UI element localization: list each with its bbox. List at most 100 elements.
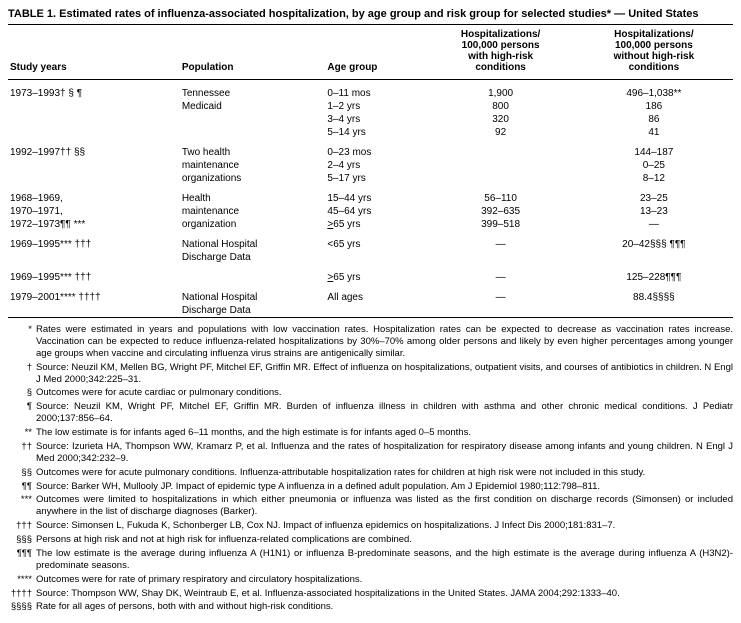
table-cell: 186 (579, 100, 733, 113)
footnote: ¶¶¶The low estimate is the average durin… (8, 548, 733, 572)
footnote-text: The low estimate is the average during i… (36, 548, 733, 572)
table-cell (8, 304, 180, 318)
table-cell (180, 264, 326, 284)
table-cell: 1968–1969, (8, 185, 180, 205)
footnote-text: Source: Thompson WW, Shay DK, Weintraub … (36, 588, 733, 600)
table-cell: 0–23 mos (325, 139, 426, 159)
footnote: ***Outcomes were limited to hospitalizat… (8, 494, 733, 518)
table-cell (8, 251, 180, 264)
table-cell: >65 yrs (325, 218, 426, 231)
table-cell: — (426, 231, 578, 251)
table-row: 1969–1995*** †††>65 yrs—125–228¶¶¶ (8, 264, 733, 284)
footnote-marker: § (8, 387, 36, 399)
footnote-text: Source: Simonsen L, Fukuda K, Schonberge… (36, 520, 733, 532)
footnote-text: Persons at high risk and not at high ris… (36, 534, 733, 546)
table-cell: 13–23 (579, 205, 733, 218)
footnote-text: Outcomes were limited to hospitalization… (36, 494, 733, 518)
header-row: Study years Population Age group Hospita… (8, 25, 733, 80)
table-cell: 1973–1993† § ¶ (8, 80, 180, 101)
footnote-marker: §§§ (8, 534, 36, 546)
table-cell: 1970–1971, (8, 205, 180, 218)
table-title: TABLE 1. Estimated rates of influenza-as… (8, 8, 733, 20)
footnote-text: Source: Neuzil KM, Mellen BG, Wright PF,… (36, 362, 733, 386)
table-cell: Medicaid (180, 100, 326, 113)
table-cell: 15–44 yrs (325, 185, 426, 205)
table-cell: 45–64 yrs (325, 205, 426, 218)
footnote-marker: **** (8, 574, 36, 586)
footnote: ††Source: Izurieta HA, Thompson WW, Kram… (8, 441, 733, 465)
footnote-marker: * (8, 324, 36, 360)
footnote-text: Rate for all ages of persons, both with … (36, 601, 733, 613)
table-cell: 0–11 mos (325, 80, 426, 101)
table-cell: 92 (426, 126, 578, 139)
table-cell (8, 113, 180, 126)
footnote: §Outcomes were for acute cardiac or pulm… (8, 387, 733, 399)
footnote: §§§Persons at high risk and not at high … (8, 534, 733, 546)
table-cell: All ages (325, 284, 426, 304)
table-row: 1973–1993† § ¶Tennessee0–11 mos1,900496–… (8, 80, 733, 101)
footnote-marker: ¶ (8, 401, 36, 425)
table-row: Discharge Data (8, 304, 733, 318)
table-cell (426, 159, 578, 172)
table-cell: Discharge Data (180, 251, 326, 264)
table-cell: 1992–1997†† §§ (8, 139, 180, 159)
footnote-marker: ††† (8, 520, 36, 532)
col-population: Population (180, 25, 326, 80)
footnote-text: Outcomes were for acute pulmonary condit… (36, 467, 733, 479)
table-cell: organizations (180, 172, 326, 185)
table-cell: 320 (426, 113, 578, 126)
table-cell: 41 (579, 126, 733, 139)
footnote-text: Outcomes were for rate of primary respir… (36, 574, 733, 586)
table-cell: 0–25 (579, 159, 733, 172)
table-cell: 1,900 (426, 80, 578, 101)
table-cell: — (579, 218, 733, 231)
footnote: ¶Source: Neuzil KM, Wright PF, Mitchel E… (8, 401, 733, 425)
footnote-marker: §§§§ (8, 601, 36, 613)
table-cell (579, 304, 733, 318)
footnote-text: Source: Izurieta HA, Thompson WW, Kramar… (36, 441, 733, 465)
table-cell: 1972–1973¶¶ *** (8, 218, 180, 231)
col-no-high-risk: Hospitalizations/ 100,000 persons withou… (579, 25, 733, 80)
footnotes: *Rates were estimated in years and popul… (8, 324, 733, 613)
col-age-group: Age group (325, 25, 426, 80)
table-row: 1992–1997†† §§Two health0–23 mos 144–187 (8, 139, 733, 159)
footnote: §§Outcomes were for acute pulmonary cond… (8, 467, 733, 479)
table-row: 5–14 yrs9241 (8, 126, 733, 139)
table-cell: 86 (579, 113, 733, 126)
footnote: ****Outcomes were for rate of primary re… (8, 574, 733, 586)
footnote: §§§§Rate for all ages of persons, both w… (8, 601, 733, 613)
table-cell: 2–4 yrs (325, 159, 426, 172)
table-cell: National Hospital (180, 284, 326, 304)
table-cell: 144–187 (579, 139, 733, 159)
table-cell (8, 172, 180, 185)
footnote: †Source: Neuzil KM, Mellen BG, Wright PF… (8, 362, 733, 386)
table-cell: <65 yrs (325, 231, 426, 251)
table-cell: 496–1,038** (579, 80, 733, 101)
table-row: 1969–1995*** †††National Hospital<65 yrs… (8, 231, 733, 251)
table-cell: 392–635 (426, 205, 578, 218)
footnote-text: The low estimate is for infants aged 6–1… (36, 427, 733, 439)
table-cell: Discharge Data (180, 304, 326, 318)
table-cell: 125–228¶¶¶ (579, 264, 733, 284)
table-row: 1970–1971,maintenance45–64 yrs392–63513–… (8, 205, 733, 218)
table-cell: 56–110 (426, 185, 578, 205)
table-cell: organization (180, 218, 326, 231)
table-row: maintenance2–4 yrs 0–25 (8, 159, 733, 172)
table-row: 1979–2001**** ††††National HospitalAll a… (8, 284, 733, 304)
table-cell (579, 251, 733, 264)
table-cell (8, 159, 180, 172)
data-table: Study years Population Age group Hospita… (8, 24, 733, 318)
table-cell (180, 113, 326, 126)
footnote-marker: †† (8, 441, 36, 465)
table-cell: Two health (180, 139, 326, 159)
footnote: *Rates were estimated in years and popul… (8, 324, 733, 360)
table-cell: 20–42§§§ ¶¶¶ (579, 231, 733, 251)
table-cell: — (426, 264, 578, 284)
table-cell: — (426, 284, 578, 304)
footnote-text: Source: Barker WH, Mullooly JP. Impact o… (36, 481, 733, 493)
table-cell: National Hospital (180, 231, 326, 251)
table-cell: 1–2 yrs (325, 100, 426, 113)
footnote-marker: ¶¶¶ (8, 548, 36, 572)
table-cell: maintenance (180, 159, 326, 172)
table-cell (8, 100, 180, 113)
